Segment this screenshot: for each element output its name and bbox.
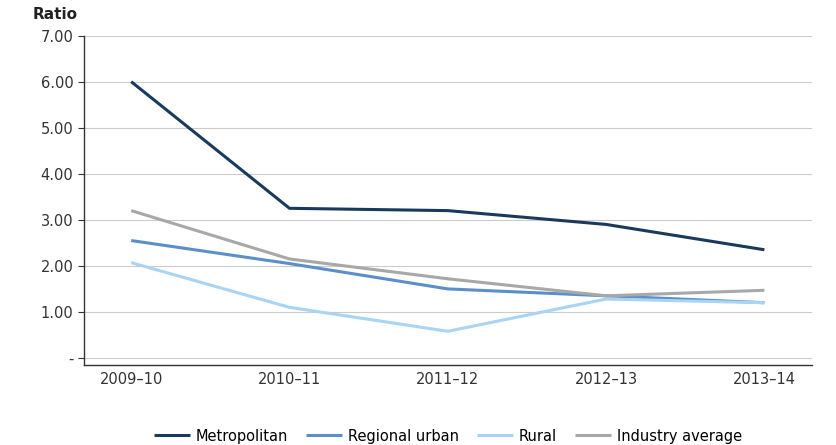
Rural [758,300,768,305]
Text: Ratio: Ratio [33,8,78,22]
Regional urban [284,261,294,266]
Line: Industry average: Industry average [131,210,763,296]
Line: Rural: Rural [131,263,763,331]
Industry average [758,287,768,293]
Regional urban [442,286,452,291]
Metropolitan [126,79,136,84]
Metropolitan [442,208,452,213]
Metropolitan [284,206,294,211]
Rural [126,260,136,265]
Industry average [442,276,452,281]
Legend: Metropolitan, Regional urban, Rural, Industry average: Metropolitan, Regional urban, Rural, Ind… [148,423,747,445]
Regional urban [600,293,610,299]
Industry average [600,293,610,299]
Regional urban [758,300,768,305]
Regional urban [126,238,136,243]
Line: Metropolitan: Metropolitan [131,81,763,250]
Rural [600,296,610,302]
Metropolitan [600,222,610,227]
Metropolitan [758,247,768,252]
Line: Regional urban: Regional urban [131,241,763,303]
Rural [284,305,294,310]
Rural [442,328,452,334]
Industry average [126,208,136,213]
Industry average [284,256,294,262]
